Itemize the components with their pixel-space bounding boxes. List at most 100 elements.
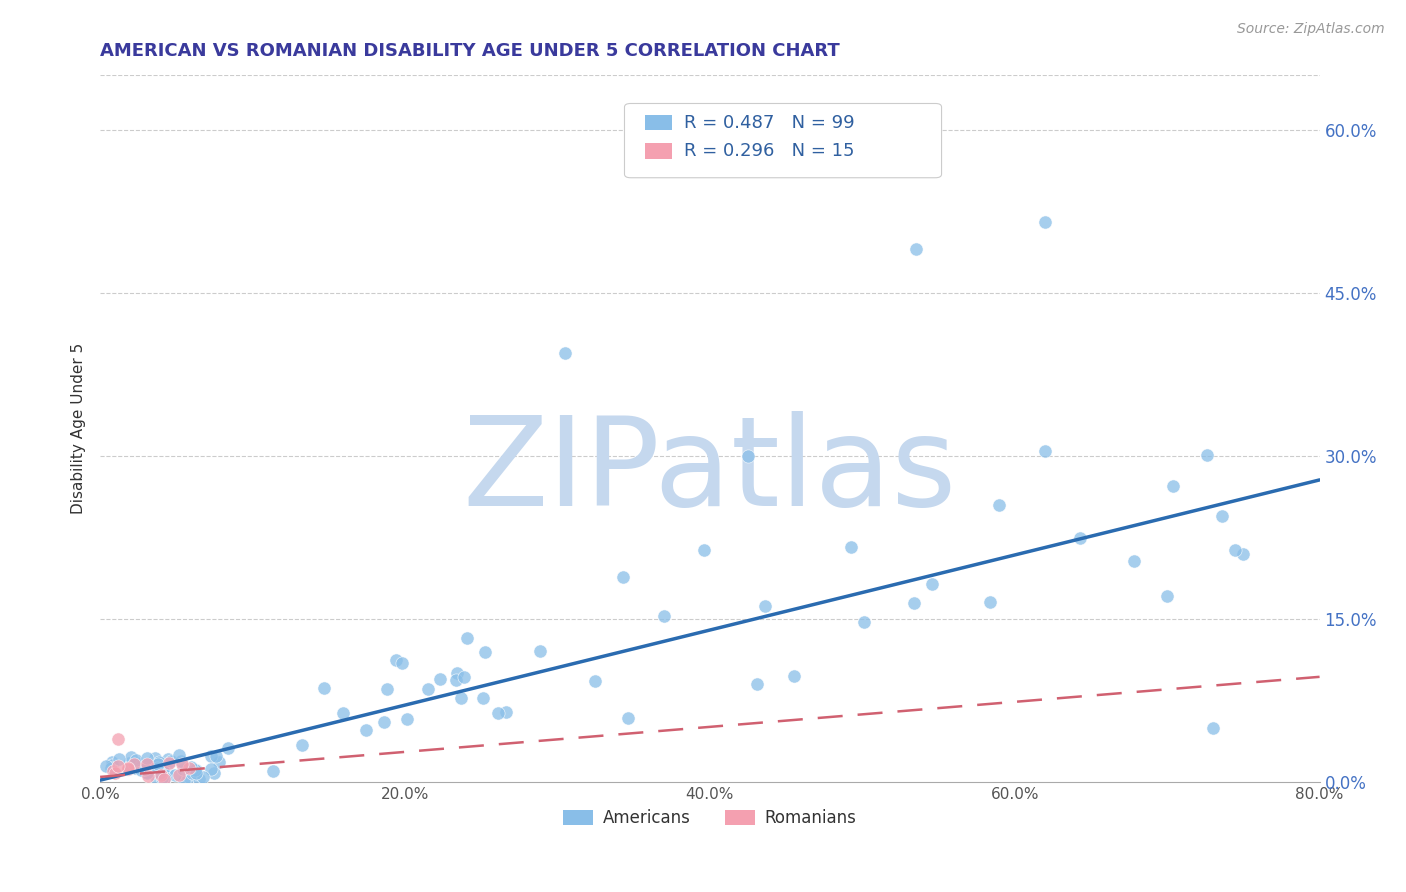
- FancyBboxPatch shape: [624, 103, 942, 178]
- Point: [156, 763, 179, 777]
- Point: [1069, 531, 1091, 545]
- Point: [191, 770, 214, 784]
- Point: [416, 682, 439, 697]
- Point: [1161, 479, 1184, 493]
- Point: [1123, 554, 1146, 568]
- Point: [149, 765, 172, 780]
- Point: [150, 768, 173, 782]
- Point: [146, 756, 169, 771]
- Point: [612, 570, 634, 584]
- Point: [183, 764, 205, 778]
- Point: [101, 756, 124, 770]
- Point: [737, 449, 759, 463]
- Point: [852, 615, 875, 630]
- Bar: [645, 115, 672, 130]
- Point: [202, 766, 225, 780]
- Point: [107, 758, 129, 772]
- Point: [754, 599, 776, 613]
- Point: [117, 756, 139, 771]
- Point: [117, 762, 139, 776]
- Point: [450, 691, 472, 706]
- Text: Source: ZipAtlas.com: Source: ZipAtlas.com: [1237, 22, 1385, 37]
- Point: [495, 706, 517, 720]
- Point: [693, 543, 716, 558]
- Point: [120, 749, 142, 764]
- Text: AMERICAN VS ROMANIAN DISABILITY AGE UNDER 5 CORRELATION CHART: AMERICAN VS ROMANIAN DISABILITY AGE UNDE…: [100, 42, 839, 60]
- Point: [152, 763, 174, 777]
- Point: [200, 762, 222, 776]
- Point: [180, 760, 202, 774]
- Point: [104, 765, 127, 780]
- Point: [172, 762, 194, 776]
- Point: [200, 749, 222, 764]
- Point: [138, 756, 160, 770]
- Point: [529, 644, 551, 658]
- Point: [159, 756, 181, 770]
- Point: [135, 756, 157, 771]
- Point: [124, 761, 146, 775]
- Point: [654, 608, 676, 623]
- Point: [1223, 542, 1246, 557]
- Point: [1033, 215, 1056, 229]
- Point: [125, 754, 148, 768]
- Point: [100, 757, 122, 772]
- Point: [988, 498, 1011, 512]
- Point: [148, 755, 170, 769]
- Point: [184, 764, 207, 778]
- Point: [160, 754, 183, 768]
- Point: [385, 653, 408, 667]
- Point: [472, 691, 495, 706]
- Point: [446, 666, 468, 681]
- Point: [290, 738, 312, 752]
- Point: [474, 645, 496, 659]
- Point: [453, 670, 475, 684]
- Point: [187, 772, 209, 786]
- Point: [108, 752, 131, 766]
- Point: [167, 747, 190, 762]
- Legend: Americans, Romanians: Americans, Romanians: [557, 803, 863, 834]
- Point: [135, 766, 157, 780]
- Point: [152, 764, 174, 778]
- Point: [1232, 547, 1254, 561]
- Point: [217, 740, 239, 755]
- Point: [456, 631, 478, 645]
- Point: [617, 711, 640, 725]
- Point: [375, 681, 398, 696]
- Point: [783, 669, 806, 683]
- Point: [117, 761, 139, 775]
- Point: [117, 762, 139, 776]
- Point: [143, 750, 166, 764]
- Point: [903, 596, 925, 610]
- Point: [373, 715, 395, 730]
- Point: [444, 673, 467, 687]
- Point: [1156, 589, 1178, 603]
- Point: [979, 594, 1001, 608]
- Point: [1033, 443, 1056, 458]
- Point: [170, 756, 193, 771]
- Point: [170, 754, 193, 768]
- Point: [136, 751, 159, 765]
- Point: [184, 766, 207, 780]
- Point: [354, 723, 377, 737]
- Point: [554, 345, 576, 359]
- Point: [103, 764, 125, 778]
- Point: [100, 761, 122, 775]
- Point: [136, 765, 159, 780]
- Point: [134, 762, 156, 776]
- Point: [396, 712, 419, 726]
- Text: ZIPatlas: ZIPatlas: [463, 410, 957, 532]
- Point: [138, 769, 160, 783]
- Text: R = 0.487   N = 99: R = 0.487 N = 99: [685, 113, 855, 132]
- Point: [208, 755, 231, 769]
- Point: [129, 763, 152, 777]
- Point: [332, 706, 354, 720]
- Point: [94, 759, 117, 773]
- Point: [107, 731, 129, 746]
- Point: [312, 681, 335, 696]
- Point: [391, 656, 413, 670]
- Point: [167, 768, 190, 782]
- Point: [181, 766, 204, 780]
- Point: [921, 576, 943, 591]
- Point: [904, 242, 927, 256]
- Point: [179, 770, 201, 784]
